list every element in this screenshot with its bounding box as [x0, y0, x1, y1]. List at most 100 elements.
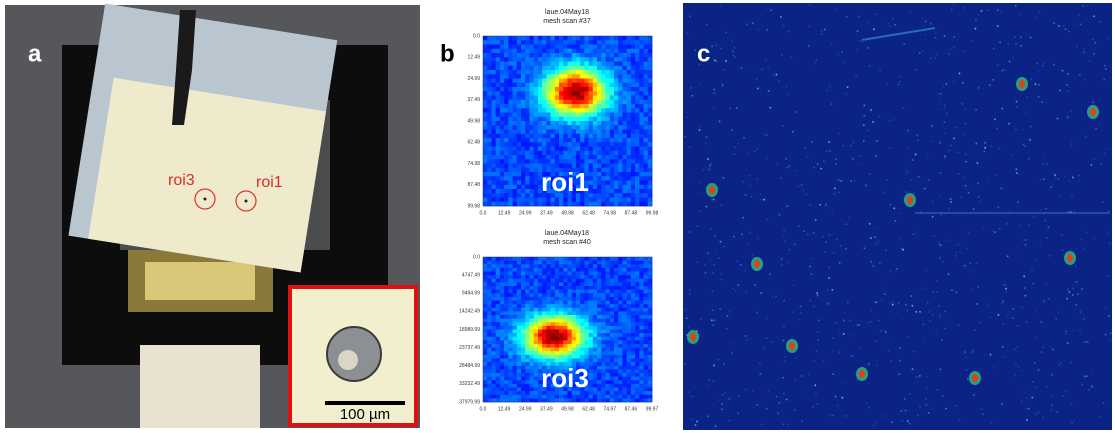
heatmap-cell	[487, 301, 492, 305]
gold-bright	[145, 262, 255, 300]
heatmap-cell	[496, 57, 501, 62]
heatmap-cell	[563, 159, 568, 164]
speckle	[695, 424, 697, 426]
speckle	[781, 264, 783, 266]
heatmap-cell	[555, 138, 560, 143]
heatmap-cell	[593, 91, 598, 96]
heatmap-cell	[529, 96, 534, 101]
heatmap-cell	[610, 198, 615, 203]
heatmap-cell	[589, 293, 594, 297]
speckle	[875, 243, 877, 245]
speckle	[928, 311, 930, 313]
speckle	[978, 87, 980, 89]
heatmap-cell	[631, 142, 636, 147]
heatmap-cell	[513, 355, 518, 359]
heatmap-cell	[521, 355, 526, 359]
heatmap-cell	[618, 319, 623, 323]
speckle	[801, 420, 803, 422]
heatmap-cell	[487, 286, 492, 290]
heatmap-cell	[500, 322, 505, 326]
heatmap-cell	[644, 384, 649, 388]
speckle	[958, 173, 960, 175]
heatmap-cell	[538, 351, 543, 355]
heatmap-cell	[584, 286, 589, 290]
speckle	[907, 421, 909, 423]
heatmap-cell	[525, 279, 530, 283]
heatmap-cell	[563, 66, 568, 71]
heatmap-cell	[525, 142, 530, 147]
heatmap-cell	[580, 202, 585, 207]
heatmap-cell	[546, 264, 551, 268]
plot-subtitle: mesh scan #40	[543, 239, 591, 246]
x-tick-label: 49.98	[561, 406, 574, 412]
heatmap-cell	[593, 121, 598, 126]
heatmap-cell	[563, 96, 568, 101]
speckle	[815, 219, 817, 221]
heatmap-cell	[589, 66, 594, 71]
heatmap-cell	[576, 286, 581, 290]
heatmap-cell	[589, 142, 594, 147]
heatmap-cell	[534, 322, 539, 326]
heatmap-cell	[568, 113, 573, 118]
speckle	[1066, 298, 1068, 300]
heatmap-cell	[648, 130, 653, 135]
heatmap-cell	[610, 377, 615, 381]
speckle	[969, 262, 971, 264]
heatmap-cell	[576, 53, 581, 58]
speckle	[867, 130, 869, 132]
heatmap-cell	[635, 366, 640, 370]
heatmap-cell	[521, 172, 526, 177]
heatmap-cell	[517, 45, 522, 50]
heatmap-cell	[521, 151, 526, 156]
heatmap-cell	[546, 279, 551, 283]
heatmap-cell	[597, 100, 602, 105]
heatmap-cell	[568, 108, 573, 113]
speckle	[754, 284, 756, 286]
heatmap-cell	[648, 261, 653, 265]
heatmap-cell	[606, 340, 611, 344]
speckle	[1072, 288, 1074, 290]
heatmap-cell	[491, 373, 496, 377]
heatmap-cell	[504, 261, 509, 265]
speckle	[769, 107, 771, 109]
heatmap-cell	[580, 100, 585, 105]
speckle	[1093, 53, 1095, 55]
speckle	[685, 136, 687, 138]
heatmap-cell	[589, 322, 594, 326]
heatmap-cell	[559, 268, 564, 272]
heatmap-cell	[513, 147, 518, 152]
heatmap-cell	[538, 398, 543, 402]
heatmap-cell	[508, 373, 513, 377]
heatmap-cell	[606, 308, 611, 312]
speckle	[936, 53, 938, 55]
heatmap-cell	[627, 134, 632, 139]
heatmap-cell	[631, 74, 636, 79]
heatmap-cell	[622, 384, 627, 388]
heatmap-cell	[610, 261, 615, 265]
heatmap-cell	[551, 395, 556, 399]
heatmap-cell	[546, 74, 551, 79]
heatmap-cell	[559, 138, 564, 143]
speckle	[1049, 255, 1051, 257]
heatmap-cell	[521, 87, 526, 92]
heatmap-cell	[614, 377, 619, 381]
speckle	[905, 304, 907, 306]
heatmap-cell	[644, 155, 649, 160]
speckle	[798, 186, 800, 188]
heatmap-cell	[572, 108, 577, 113]
heatmap-cell	[610, 384, 615, 388]
heatmap-cell	[525, 121, 530, 126]
heatmap-cell	[513, 348, 518, 352]
speckle	[874, 236, 876, 238]
heatmap-cell	[618, 348, 623, 352]
heatmap-cell	[521, 377, 526, 381]
speckle	[752, 255, 754, 257]
heatmap-cell	[534, 395, 539, 399]
heatmap-cell	[559, 117, 564, 122]
heatmap-cell	[610, 286, 615, 290]
heatmap-cell	[614, 45, 619, 50]
heatmap-cell	[593, 398, 598, 402]
heatmap-cell	[648, 79, 653, 84]
heatmap-cell	[500, 189, 505, 194]
heatmap-cell	[517, 159, 522, 164]
